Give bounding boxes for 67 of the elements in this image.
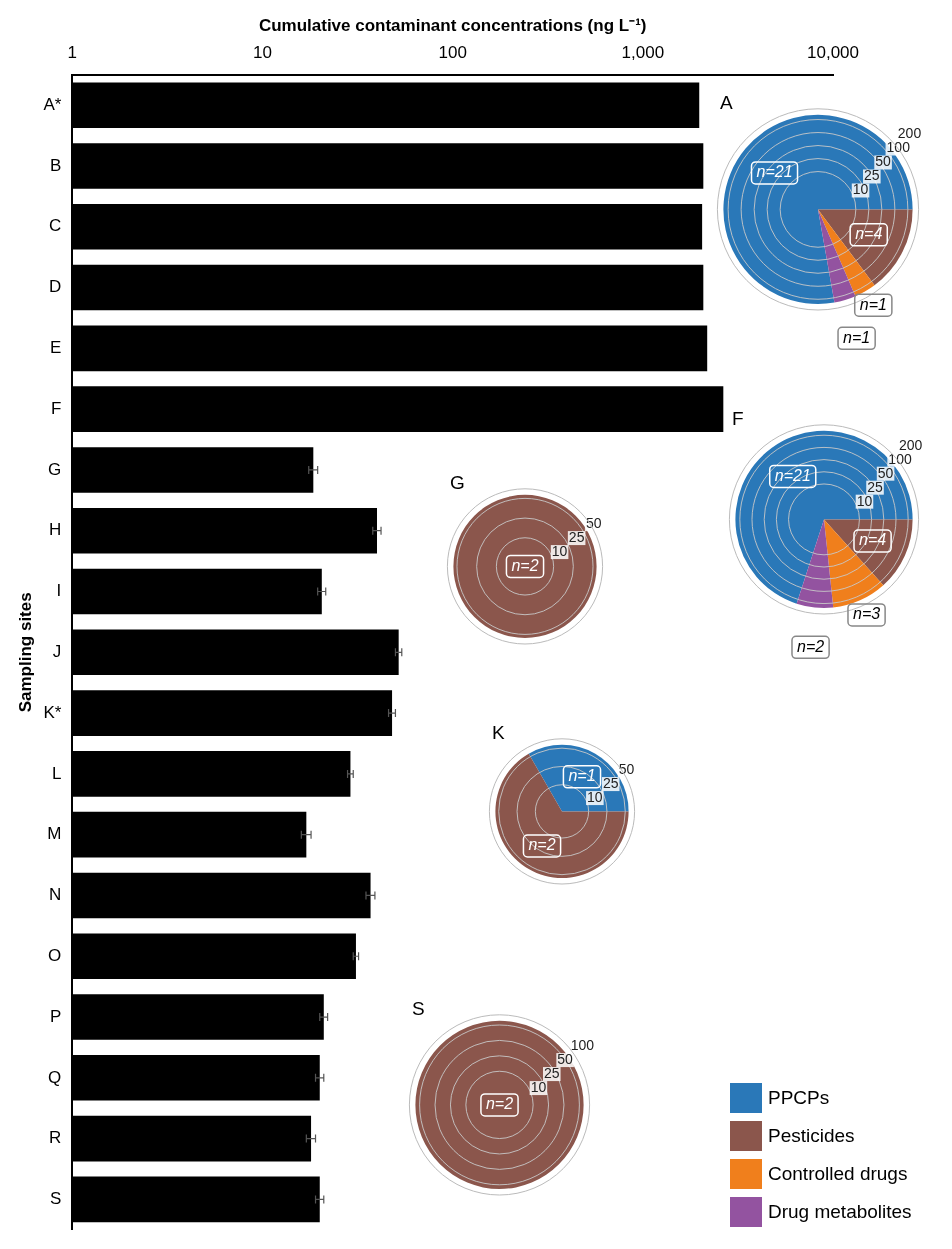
y-tick-label: B	[50, 155, 62, 175]
y-tick-label: K*	[43, 702, 62, 722]
legend-label: Drug metabolites	[768, 1201, 912, 1223]
annotation: 25	[568, 528, 585, 545]
annotation: 10	[530, 1078, 547, 1095]
chart-title: S	[412, 997, 425, 1019]
text: 25	[864, 167, 880, 184]
text: 10	[852, 181, 869, 198]
annotation: 10	[551, 542, 568, 559]
data-label: n=21	[756, 163, 793, 181]
y-tick-label: A*	[43, 94, 62, 114]
legend-label: Pesticides	[768, 1125, 855, 1147]
y-tick-label: Q	[48, 1067, 62, 1087]
text: 50	[877, 464, 894, 481]
y-tick-label: G	[48, 459, 62, 479]
data-label: n=21	[774, 466, 811, 484]
data-label: n=2	[528, 836, 556, 854]
annotation: 100	[570, 1036, 595, 1053]
annotation: 10	[587, 788, 603, 805]
chart-title: A	[720, 91, 733, 113]
data-label: n=3	[852, 605, 881, 623]
x-tick-label: 100	[438, 43, 467, 63]
y-tick-label: C	[49, 216, 62, 236]
annotation: 50	[618, 760, 635, 777]
data-label: n=1	[568, 767, 596, 785]
data-label: n=2	[485, 1095, 514, 1113]
text: 200	[897, 125, 922, 142]
chart-title: F	[732, 407, 744, 429]
y-axis-title: Sampling sites	[15, 592, 35, 713]
x-tick-label: 1,000	[621, 43, 665, 63]
text: 100	[888, 450, 912, 467]
legend-label: Controlled drugs	[768, 1163, 908, 1185]
x-tick-label: 10,000	[807, 43, 859, 63]
y-tick-label: J	[52, 641, 62, 661]
y-tick-label: D	[49, 277, 62, 297]
text: 25	[867, 478, 884, 495]
annotation: 25	[543, 1064, 560, 1081]
y-tick-label: R	[49, 1128, 62, 1148]
x-axis-title: Cumulative contaminant concentrations (ng L⁻¹)	[258, 15, 647, 35]
annotation: 50	[557, 1050, 574, 1067]
annotation: 25	[602, 774, 619, 791]
x-tick-label: 1	[67, 43, 78, 63]
y-tick-label: L	[51, 763, 62, 783]
y-tick-label: M	[47, 824, 62, 844]
y-tick-label: F	[50, 398, 62, 418]
data-label: n=2	[511, 556, 539, 574]
text: 200	[898, 436, 923, 453]
y-tick-label: S	[50, 1189, 62, 1209]
data-label: n=2	[796, 637, 825, 655]
y-tick-label: N	[49, 885, 62, 905]
x-tick-label: 10	[253, 43, 272, 63]
chart-title: G	[450, 471, 465, 493]
annotation: 50	[585, 514, 602, 531]
data-label: n=1	[843, 328, 871, 346]
y-tick-label: H	[49, 520, 62, 540]
data-label: n=4	[855, 225, 883, 243]
data-label: n=1	[859, 295, 887, 313]
chart-title: K	[492, 721, 505, 743]
data-label: n=4	[858, 531, 887, 549]
legend-label: PPCPs	[768, 1087, 830, 1109]
text: 50	[875, 153, 892, 170]
y-tick-label: O	[48, 945, 62, 965]
y-tick-label: E	[50, 338, 62, 358]
text: 100	[886, 139, 911, 156]
y-tick-label: P	[50, 1006, 62, 1026]
y-tick-label: I	[56, 581, 62, 601]
text: 10	[856, 492, 873, 509]
